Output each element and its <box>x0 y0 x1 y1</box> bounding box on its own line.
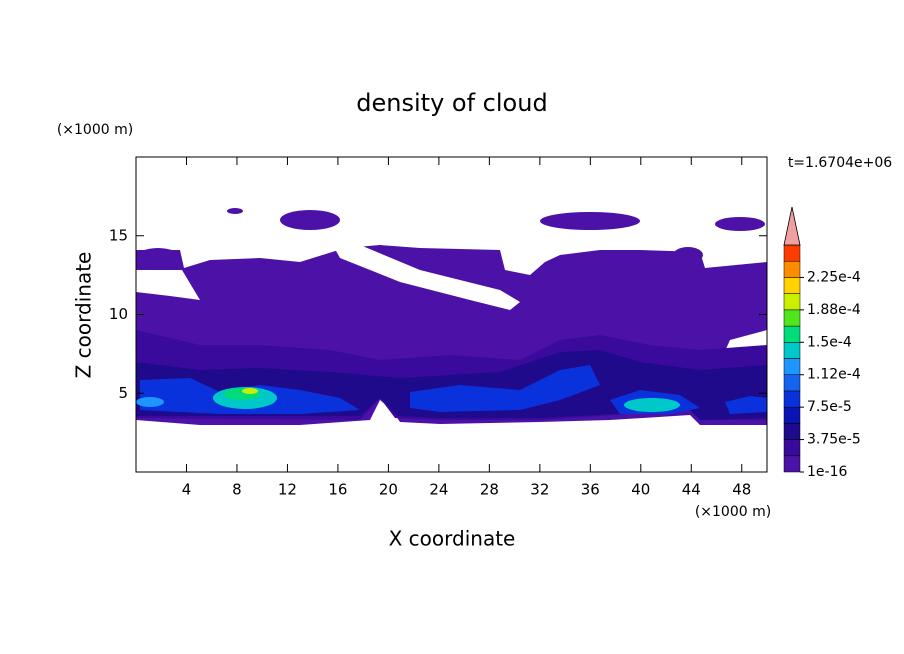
colorbar-level <box>783 439 801 457</box>
cloud-core <box>242 388 258 394</box>
x-tick-label: 28 <box>480 481 499 499</box>
cloud-region <box>280 210 340 230</box>
colorbar-tick-label: 1.5e-4 <box>807 334 852 350</box>
colorbar-level <box>783 455 801 473</box>
clear-region <box>136 270 200 300</box>
contour-field <box>136 208 767 425</box>
x-tick-label: 8 <box>232 481 242 499</box>
x-tick-label: 36 <box>581 481 600 499</box>
colorbar-tick-label: 2.25e-4 <box>807 269 861 285</box>
colorbar-tick-label: 3.75e-5 <box>807 432 861 448</box>
colorbar-level <box>783 342 801 359</box>
cloud-core <box>136 397 164 407</box>
y-tick-label: 15 <box>109 226 128 244</box>
x-tick-label: 20 <box>379 481 398 499</box>
cloud-core <box>624 398 680 412</box>
colorbar-level <box>783 406 801 424</box>
x-tick-label: 32 <box>530 481 549 499</box>
cloud-region <box>227 208 243 214</box>
x-tick-label: 48 <box>732 481 751 499</box>
y-axis-label: Z coordinate <box>72 252 96 379</box>
colorbar-level <box>783 309 801 327</box>
colorbar-tick-label: 1.12e-4 <box>807 367 861 383</box>
x-tick-label: 40 <box>631 481 650 499</box>
colorbar-tick-label: 1.88e-4 <box>807 302 861 318</box>
colorbar-level <box>783 293 801 311</box>
colorbar-tick-label: 1e-16 <box>807 464 847 480</box>
colorbar-level <box>783 244 801 262</box>
x-tick-label: 4 <box>182 481 192 499</box>
colorbar-level <box>783 325 801 343</box>
x-tick-label: 24 <box>429 481 448 499</box>
cloud-region <box>673 247 703 263</box>
colorbar-level <box>783 374 801 392</box>
time-label: t=1.6704e+06 <box>788 155 892 171</box>
cloud-region <box>540 212 640 230</box>
x-unit: (×1000 m) <box>695 504 771 520</box>
colorbar-extend <box>783 206 801 246</box>
colorbar-level <box>783 277 801 294</box>
x-tick-label: 12 <box>278 481 297 499</box>
clear-region <box>330 240 520 310</box>
x-tick-label: 16 <box>328 481 347 499</box>
colorbar-level <box>783 390 801 408</box>
y-unit: (×1000 m) <box>57 122 133 138</box>
cloud-region <box>715 217 765 231</box>
colorbar-level <box>783 358 801 375</box>
y-tick-label: 5 <box>118 384 128 402</box>
chart-title: density of cloud <box>356 89 547 117</box>
y-tick-label: 10 <box>109 305 128 323</box>
cloud-region <box>725 396 767 414</box>
colorbar-level <box>783 423 801 440</box>
colorbar-level <box>783 260 801 278</box>
cloud-region <box>136 248 180 268</box>
cloud-region <box>410 365 600 412</box>
x-axis-label: X coordinate <box>389 527 516 551</box>
x-tick-label: 44 <box>682 481 701 499</box>
colorbar-tick-label: 7.5e-5 <box>807 399 852 415</box>
